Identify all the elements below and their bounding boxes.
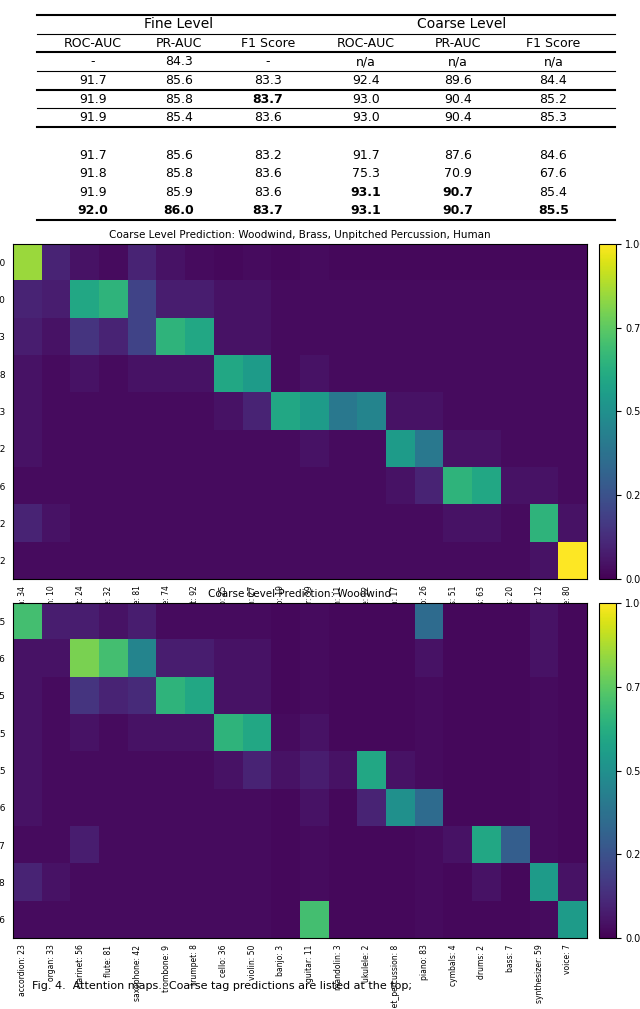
- Text: 89.6: 89.6: [444, 74, 472, 87]
- Text: 85.2: 85.2: [540, 93, 568, 106]
- Text: 93.0: 93.0: [352, 93, 380, 106]
- Text: 93.1: 93.1: [351, 186, 381, 199]
- Text: 85.4: 85.4: [540, 186, 568, 199]
- Text: 85.5: 85.5: [538, 205, 569, 218]
- Text: 91.9: 91.9: [79, 186, 106, 199]
- Text: Fig. 4.  Attention maps.  Coarse tag predictions are listed at the top;: Fig. 4. Attention maps. Coarse tag predi…: [32, 981, 412, 991]
- Text: 85.6: 85.6: [164, 148, 193, 161]
- Text: 87.6: 87.6: [444, 148, 472, 161]
- Text: 84.4: 84.4: [540, 74, 567, 87]
- Text: 85.8: 85.8: [164, 167, 193, 181]
- Text: 67.6: 67.6: [540, 167, 567, 181]
- Text: 83.3: 83.3: [254, 74, 282, 87]
- Text: n/a: n/a: [356, 55, 376, 69]
- Text: F1 Score: F1 Score: [526, 36, 580, 49]
- Text: 91.7: 91.7: [79, 74, 106, 87]
- Text: 92.4: 92.4: [352, 74, 380, 87]
- Text: 85.3: 85.3: [540, 111, 568, 124]
- Text: 75.3: 75.3: [352, 167, 380, 181]
- Text: 92.0: 92.0: [77, 205, 108, 218]
- Text: PR-AUC: PR-AUC: [435, 36, 481, 49]
- Text: Fine Level: Fine Level: [144, 17, 213, 31]
- Title: Coarse Level Prediction: Woodwind: Coarse Level Prediction: Woodwind: [208, 589, 391, 599]
- Text: 91.9: 91.9: [79, 93, 106, 106]
- Text: 83.6: 83.6: [254, 111, 282, 124]
- Text: 85.6: 85.6: [164, 74, 193, 87]
- Text: F1 Score: F1 Score: [241, 36, 295, 49]
- Text: 84.3: 84.3: [165, 55, 193, 69]
- Text: 90.4: 90.4: [444, 93, 472, 106]
- Text: 90.7: 90.7: [443, 186, 474, 199]
- Text: 83.6: 83.6: [254, 167, 282, 181]
- Text: ROC-AUC: ROC-AUC: [337, 36, 395, 49]
- Text: 85.4: 85.4: [164, 111, 193, 124]
- Text: 90.4: 90.4: [444, 111, 472, 124]
- Text: 83.6: 83.6: [254, 186, 282, 199]
- Text: 86.0: 86.0: [163, 205, 194, 218]
- Text: 70.9: 70.9: [444, 167, 472, 181]
- Text: 91.7: 91.7: [79, 148, 106, 161]
- Text: 85.9: 85.9: [164, 186, 193, 199]
- Text: 91.9: 91.9: [79, 111, 106, 124]
- Text: n/a: n/a: [543, 55, 563, 69]
- Text: -: -: [266, 55, 270, 69]
- Text: 83.7: 83.7: [252, 93, 283, 106]
- Text: -: -: [90, 55, 95, 69]
- Text: 84.6: 84.6: [540, 148, 567, 161]
- Text: 93.0: 93.0: [352, 111, 380, 124]
- Text: 93.1: 93.1: [351, 205, 381, 218]
- Text: PR-AUC: PR-AUC: [156, 36, 202, 49]
- Text: Coarse Level: Coarse Level: [417, 17, 506, 31]
- Text: 83.7: 83.7: [252, 205, 283, 218]
- Text: 91.8: 91.8: [79, 167, 106, 181]
- Text: 90.7: 90.7: [443, 205, 474, 218]
- Text: 91.7: 91.7: [352, 148, 380, 161]
- Text: 85.8: 85.8: [164, 93, 193, 106]
- Text: n/a: n/a: [448, 55, 468, 69]
- Text: ROC-AUC: ROC-AUC: [63, 36, 122, 49]
- Title: Coarse Level Prediction: Woodwind, Brass, Unpitched Percussion, Human: Coarse Level Prediction: Woodwind, Brass…: [109, 230, 490, 240]
- Text: 83.2: 83.2: [254, 148, 282, 161]
